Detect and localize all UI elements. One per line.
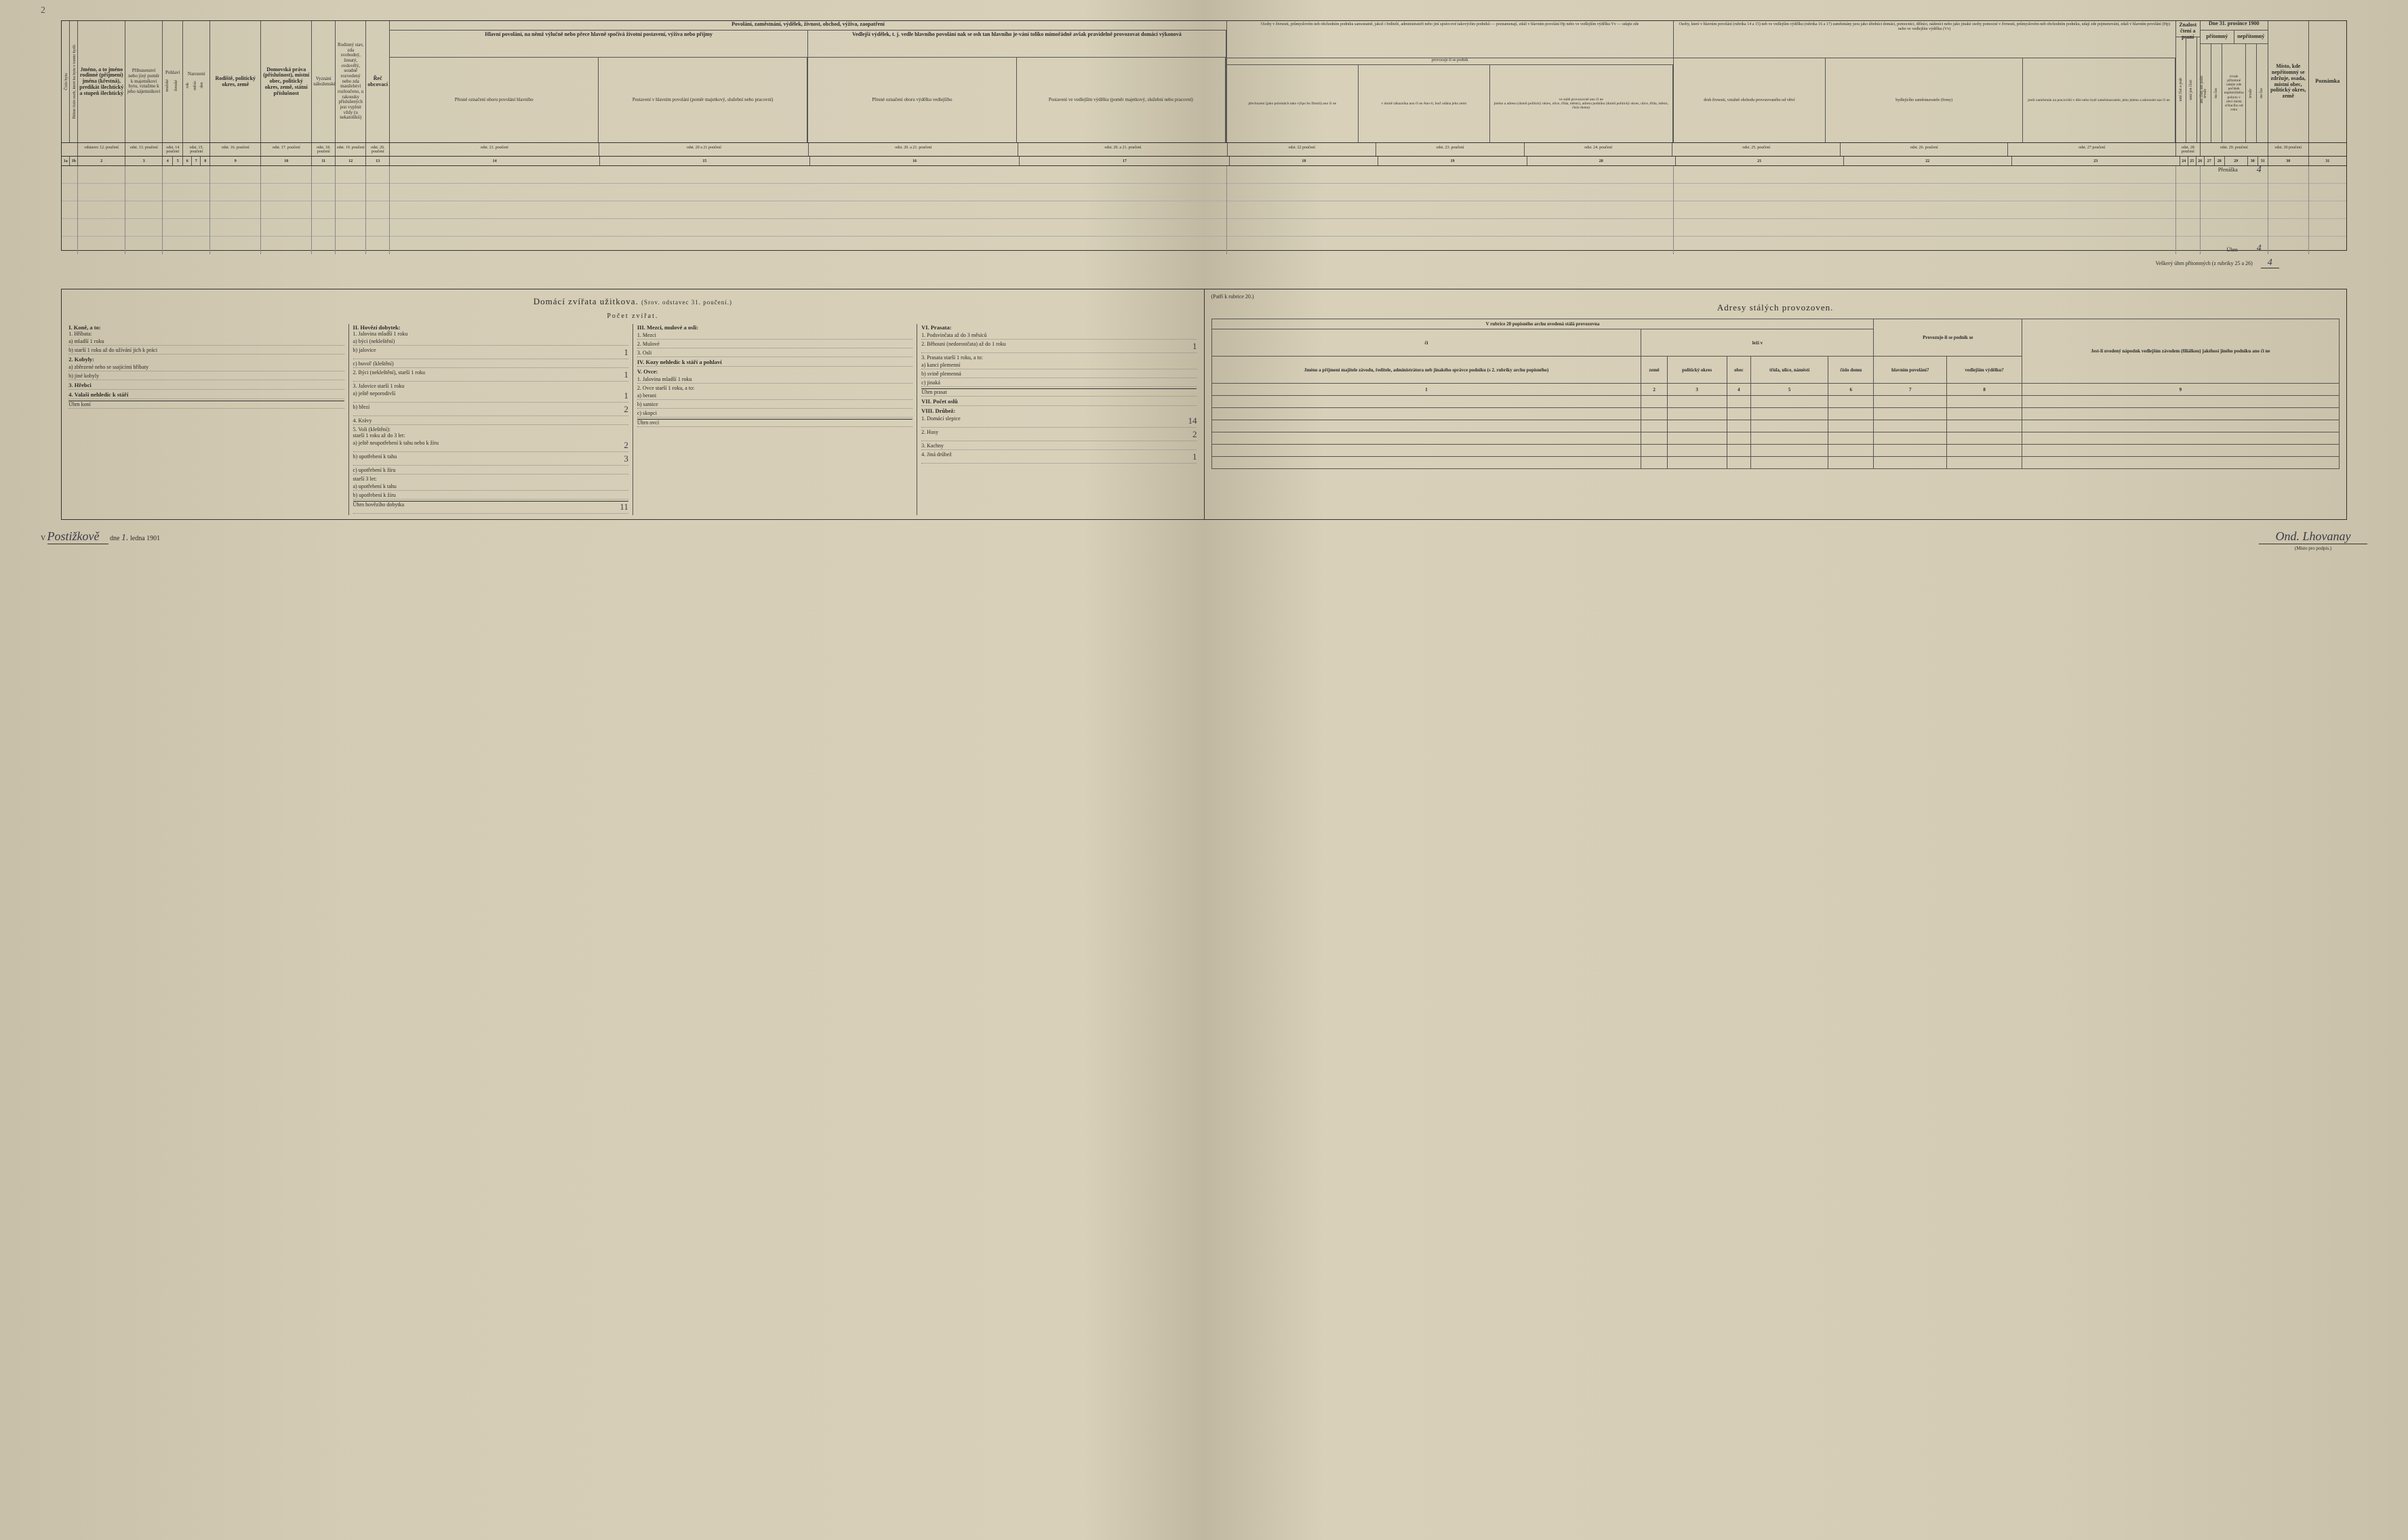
grand-total-row: Veškerý úhrn přítomných (z rubriky 25 a … [61,258,2347,268]
side-col-1: Číslo bytu [63,72,68,92]
h-residence-since: trvale přítomné udejte zde počátek nepře… [2222,44,2246,142]
h-druh: druh živnosti, vztažně obchodu provozova… [1674,58,1826,142]
lit-1: umí číst a psát [2178,77,2185,103]
h-name: Jméno, a to jméno rodinné (příjmení) jmé… [79,67,123,97]
animals-col-4: VI. Prasata: 1. Podsvinčata až do 3 měsí… [917,324,1197,515]
signature-label: (Místo pro podpis.) [2295,546,2331,551]
animals-section: Domácí zvířata užitkova. (Srov. odstavec… [61,289,1203,520]
h-present: přítomný [2201,31,2234,43]
h-sex: Pohlavímužskéženské [163,21,183,142]
addresses-section: (Patří k rubrice 20.) Adresy stálých pro… [1204,289,2347,520]
h-occ-position: Postavení v hlavním povolání (poměr maje… [599,58,807,142]
grand-total-value: 4 [2261,258,2279,268]
animals-col-1: I. Koně, a to: 1. Hříbata: a) mladší 1 r… [68,324,344,515]
h-vdome: v domě zákazníka ano či ne Ano-li, buď u… [1359,65,1490,142]
addresses-table: V rubrice 20 popisného archu uvedená stá… [1211,319,2340,469]
addr-ref: (Patří k rubrice 20.) [1211,293,2340,300]
h-literacy: Znalost čtení a psaní [2176,21,2200,37]
h-domicile: Domovská práva (příslušnost), místní obe… [262,67,310,97]
h-employed: Osoby, které v hlavním povolání (rubrika… [1674,21,2175,58]
h-side-occ: Vedlejší výdělek, t. j. vedle hlavního p… [808,31,1226,58]
h-occupation-group: Povolání, zaměstnání, výdělek, živnost, … [731,21,885,27]
side-col-2: Běžné číslo osob, které ku bytu v tomto … [71,43,76,120]
h-firm: bydlejícího zaměstnavatele (firmy) [1826,58,2023,142]
h-note: Poznámka [2310,79,2345,85]
h-main-occ: Hlavní povolání, na němž výlučně nebo př… [390,31,807,58]
h-religion: Vyznání náboženské [312,21,336,142]
h-absent-place: Místo, kde nepřítomný se zdržuje, osada,… [2268,21,2309,142]
h-absent: nepřítomný [2234,31,2268,43]
h-relation: Příbuzenství nebo jiný poměr k majetníko… [125,21,163,142]
abs-1: trvale [2247,87,2255,100]
h-side-position: Postavení ve vedlejším výdělku (poměr ma… [1017,58,1226,142]
h-owners: Osoby v živnosti, průmyslovém neb obchod… [1227,21,1673,58]
animals-subtitle: Počet zvířat. [68,312,1197,320]
addresses-title: Adresy stálých provozoven. [1211,302,2340,313]
place-handwritten: Postižkově [47,529,108,544]
animals-col-3: III. Mezci, mulové a osli: 1. Mezci 2. M… [633,324,912,515]
h-occ-branch: Přesné označení oboru povolání hlavního [390,58,599,142]
animals-col-2: II. Hovězí dobytek: 1. Jalovina mladší 1… [348,324,628,515]
col-refs-row: odstavec 12. poučení odst. 13. poučení o… [62,143,2346,157]
col-numbers-row: 1a 1b 2 3 4 5 6 7 8 9 10 11 12 13 14 15 … [62,157,2346,166]
signature-name: Ond. Lhovanay [2259,529,2367,544]
day-handwritten: 1. [121,533,129,543]
data-rows-area: Přenáška 4 Úhrn 4 [62,166,2346,254]
h-date: Dne 31. prosince 1900 [2201,21,2268,31]
h-language: Řeč obcovací [367,76,388,88]
h-birthplace: Rodiště, politický okres, země [212,76,259,88]
h-marital: Rodinný stav, zda svobodný, ženatý, ovdo… [336,21,366,142]
pres-1: trvale [2202,87,2209,100]
abs-2: na čas [2258,87,2266,100]
h-birth: Narozenírokměsícden [183,21,210,142]
header-row: Číslo bytu Běžné číslo osob, které ku by… [62,21,2346,143]
h-provozuje: provozuje-li se podnik [1227,58,1673,65]
page-number: 2 [41,5,45,16]
census-main-table: Číslo bytu Běžné číslo osob, které ku by… [61,20,2347,251]
h-worksite: jestli zaměstnán na pracovišti v díle ne… [2023,58,2175,142]
signature-left: V Postižkově dne 1. ledna 1901 [41,529,160,552]
h-prech: přechození (jako polomách tako výlpo bo … [1227,65,1359,142]
signature-row: V Postižkově dne 1. ledna 1901 Ond. Lhov… [41,529,2367,552]
pres-2: na čas [2213,87,2220,100]
lit-2: umí jen čísti [2188,79,2195,102]
h-addr-firm: ve stálé provozovně ano či ne jméno a ad… [1490,65,1673,142]
h-side-branch: Přesné označení oboru výdělku vedlejšího [808,58,1017,142]
animals-title: Domácí zvířata užitkova. (Srov. odstavec… [68,296,1197,307]
signature-right: Ond. Lhovanay (Místo pro podpis.) [2259,529,2367,552]
